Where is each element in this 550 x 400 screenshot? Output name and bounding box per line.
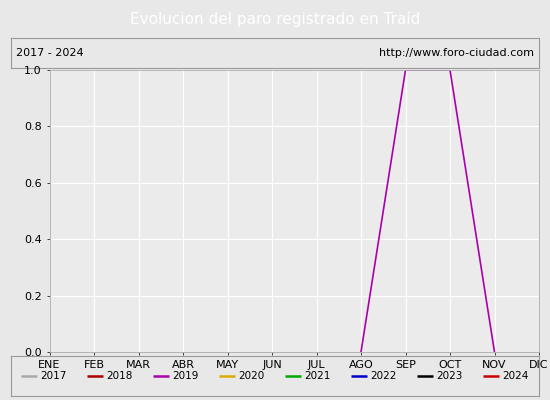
Text: 2019: 2019 — [172, 371, 199, 381]
Text: 2017: 2017 — [40, 371, 67, 381]
Text: 2020: 2020 — [238, 371, 265, 381]
Text: 2024: 2024 — [502, 371, 529, 381]
Text: 2018: 2018 — [106, 371, 133, 381]
Text: http://www.foro-ciudad.com: http://www.foro-ciudad.com — [379, 48, 534, 58]
Text: 2022: 2022 — [370, 371, 397, 381]
Text: 2017 - 2024: 2017 - 2024 — [16, 48, 84, 58]
Text: 2023: 2023 — [436, 371, 463, 381]
Text: Evolucion del paro registrado en Traíd: Evolucion del paro registrado en Traíd — [130, 11, 420, 27]
Text: 2021: 2021 — [304, 371, 331, 381]
